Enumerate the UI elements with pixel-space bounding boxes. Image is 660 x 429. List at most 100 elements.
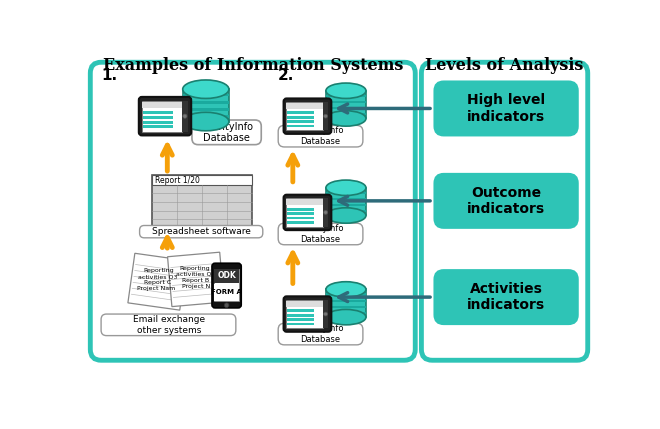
FancyBboxPatch shape: [434, 174, 578, 228]
Text: Reporting: Reporting: [143, 268, 174, 273]
Bar: [287, 318, 314, 321]
Bar: [152, 175, 252, 185]
Bar: [286, 300, 323, 328]
Bar: [183, 101, 228, 103]
Bar: [287, 221, 314, 224]
Bar: [326, 312, 366, 314]
Text: Outcome
indicators: Outcome indicators: [467, 186, 545, 216]
Bar: [287, 212, 314, 215]
FancyBboxPatch shape: [101, 314, 236, 335]
Bar: [286, 199, 323, 205]
Bar: [286, 198, 323, 227]
Text: 1.: 1.: [101, 68, 117, 83]
Ellipse shape: [183, 80, 229, 98]
Bar: [168, 252, 224, 307]
Text: activities Q4: activities Q4: [176, 272, 215, 277]
FancyBboxPatch shape: [139, 97, 191, 136]
Bar: [143, 116, 172, 119]
Text: Activities
indicators: Activities indicators: [467, 282, 545, 312]
Bar: [182, 101, 188, 132]
Bar: [214, 269, 239, 301]
Text: ActivityInfo
Database: ActivityInfo Database: [199, 121, 254, 143]
Bar: [183, 108, 228, 111]
Bar: [183, 94, 228, 97]
FancyBboxPatch shape: [284, 98, 331, 134]
Text: High level
indicators: High level indicators: [467, 94, 545, 124]
Bar: [142, 102, 182, 109]
Bar: [183, 89, 229, 121]
FancyBboxPatch shape: [90, 62, 415, 360]
Bar: [143, 111, 172, 114]
Ellipse shape: [326, 83, 366, 98]
Bar: [287, 125, 314, 127]
Bar: [326, 198, 366, 200]
FancyBboxPatch shape: [434, 82, 578, 136]
Bar: [143, 125, 172, 128]
Circle shape: [323, 211, 327, 214]
FancyBboxPatch shape: [140, 226, 263, 238]
Bar: [323, 300, 329, 328]
Bar: [326, 306, 366, 308]
Bar: [286, 103, 323, 109]
Bar: [183, 115, 228, 118]
Bar: [287, 120, 314, 123]
Bar: [326, 113, 366, 115]
Text: Email exchange
other systems: Email exchange other systems: [133, 315, 205, 335]
Ellipse shape: [183, 112, 229, 131]
Text: ActivityInfo
Database: ActivityInfo Database: [297, 224, 345, 244]
Ellipse shape: [326, 111, 366, 126]
Bar: [326, 107, 366, 109]
Bar: [287, 314, 314, 317]
Bar: [326, 188, 366, 215]
Bar: [326, 290, 366, 317]
Bar: [287, 217, 314, 219]
Bar: [287, 112, 314, 114]
FancyBboxPatch shape: [212, 263, 242, 308]
Bar: [287, 116, 314, 119]
Bar: [326, 299, 366, 302]
FancyBboxPatch shape: [284, 195, 331, 230]
FancyBboxPatch shape: [192, 120, 261, 145]
Bar: [286, 102, 323, 130]
Bar: [128, 253, 187, 310]
FancyBboxPatch shape: [279, 223, 363, 245]
Text: Examples of Information Systems: Examples of Information Systems: [102, 57, 403, 74]
Bar: [326, 95, 366, 97]
Text: ActivityInfo
Database: ActivityInfo Database: [297, 127, 345, 146]
Circle shape: [323, 312, 327, 316]
Bar: [323, 198, 329, 227]
Circle shape: [183, 114, 187, 118]
Text: Project N: Project N: [182, 284, 211, 289]
Bar: [142, 101, 182, 132]
Ellipse shape: [326, 282, 366, 297]
FancyBboxPatch shape: [434, 270, 578, 324]
Bar: [214, 269, 239, 283]
Text: Spreadsheet software: Spreadsheet software: [152, 227, 251, 236]
Bar: [152, 175, 252, 228]
Text: Levels of Analysis: Levels of Analysis: [426, 57, 583, 74]
Bar: [326, 101, 366, 103]
Text: 2.: 2.: [279, 68, 294, 83]
Bar: [326, 293, 366, 296]
FancyBboxPatch shape: [421, 62, 588, 360]
Bar: [326, 204, 366, 206]
Circle shape: [224, 303, 229, 308]
Bar: [287, 208, 314, 211]
Bar: [326, 91, 366, 118]
Text: Report 1/20: Report 1/20: [155, 175, 200, 184]
Ellipse shape: [326, 208, 366, 223]
Bar: [143, 121, 172, 124]
FancyBboxPatch shape: [284, 296, 331, 332]
Text: Reporting: Reporting: [180, 266, 210, 271]
Text: ODK: ODK: [217, 272, 236, 281]
Bar: [214, 284, 239, 301]
Bar: [323, 102, 329, 130]
Bar: [286, 301, 323, 307]
Bar: [326, 192, 366, 194]
Text: Project Nam: Project Nam: [137, 286, 176, 291]
Text: activities Q3: activities Q3: [138, 274, 178, 279]
Text: ActivityInfo
Database: ActivityInfo Database: [297, 324, 345, 344]
FancyBboxPatch shape: [279, 323, 363, 345]
Bar: [287, 309, 314, 312]
Text: FORM A: FORM A: [211, 289, 242, 295]
